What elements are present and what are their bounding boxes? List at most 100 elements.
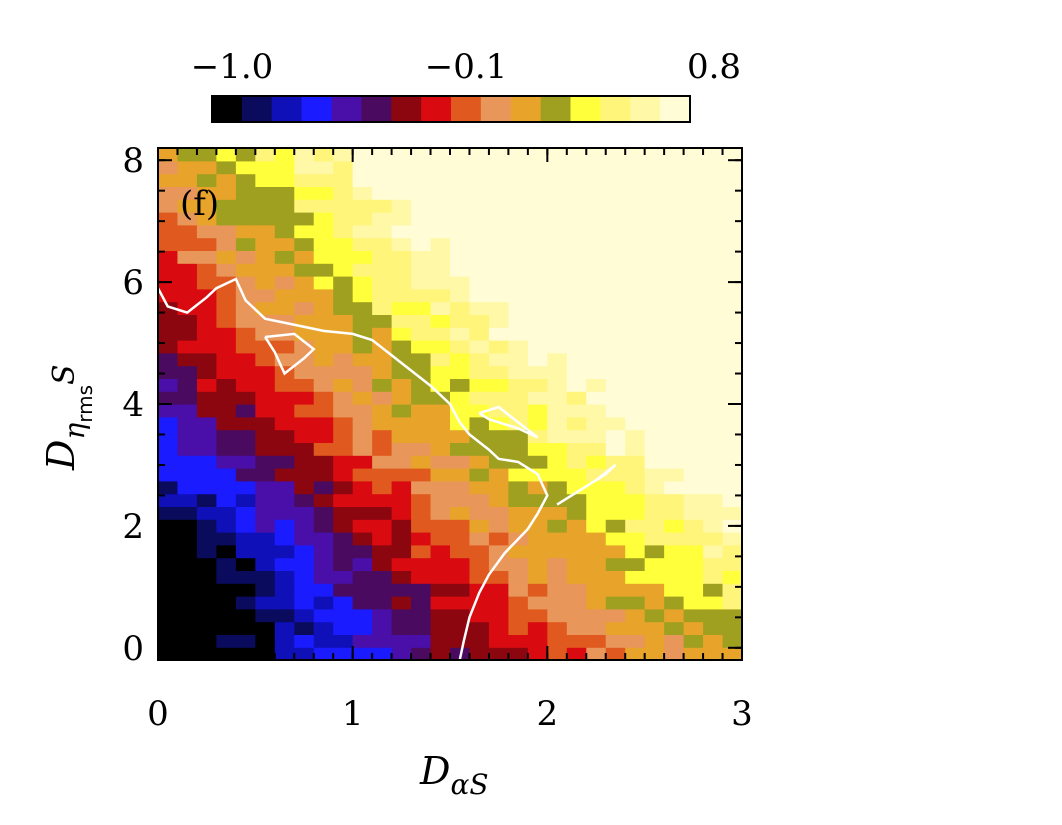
zero-contour-island bbox=[556, 463, 617, 506]
heatmap-cell bbox=[372, 237, 393, 251]
heatmap-cell bbox=[372, 519, 393, 533]
heatmap-cell bbox=[274, 301, 295, 315]
heatmap-cell bbox=[644, 480, 665, 495]
heatmap-cell bbox=[411, 480, 432, 495]
heatmap-cell bbox=[469, 647, 490, 660]
heatmap-cell bbox=[644, 160, 665, 175]
heatmap-cell bbox=[605, 442, 626, 456]
heatmap-cell bbox=[469, 378, 490, 392]
heatmap-cell bbox=[391, 557, 412, 571]
colorbar-swatch bbox=[361, 96, 392, 122]
zero-contour-line bbox=[158, 277, 549, 660]
heatmap-cell bbox=[625, 404, 646, 418]
heatmap-cell bbox=[352, 250, 373, 264]
heatmap-cell bbox=[430, 327, 451, 341]
heatmap-cell bbox=[586, 493, 607, 507]
heatmap-cell bbox=[274, 288, 295, 303]
heatmap-cell bbox=[430, 519, 451, 533]
heatmap-cell bbox=[586, 442, 607, 456]
heatmap-cell bbox=[235, 327, 256, 341]
heatmap-cell bbox=[703, 468, 724, 482]
heatmap-cell bbox=[158, 327, 179, 341]
heatmap-cell bbox=[196, 327, 217, 341]
heatmap-cell bbox=[294, 570, 315, 584]
heatmap-cell bbox=[722, 455, 742, 469]
heatmap-cell bbox=[450, 544, 471, 559]
heatmap-cell bbox=[313, 288, 334, 303]
heatmap-cell bbox=[488, 442, 509, 456]
heatmap-cell bbox=[372, 621, 393, 635]
heatmap-cell bbox=[294, 314, 315, 328]
heatmap-cell bbox=[313, 480, 334, 495]
heatmap-cell bbox=[274, 212, 295, 226]
heatmap-cell bbox=[644, 647, 665, 660]
heatmap-cell bbox=[625, 634, 646, 648]
heatmap-cell bbox=[547, 442, 568, 456]
heatmap-cell bbox=[372, 455, 393, 469]
heatmap-cell bbox=[586, 404, 607, 418]
heatmap-cell bbox=[255, 455, 276, 469]
heatmap-cell bbox=[508, 429, 529, 443]
heatmap-cell bbox=[158, 442, 179, 456]
heatmap-cell bbox=[703, 199, 724, 213]
heatmap-cell bbox=[683, 596, 704, 610]
heatmap-cell bbox=[333, 404, 354, 418]
heatmap-cell bbox=[391, 621, 412, 635]
y-tick-label: 6 bbox=[122, 263, 144, 303]
heatmap-cell bbox=[586, 224, 607, 239]
heatmap-cell bbox=[644, 608, 665, 623]
heatmap-cell bbox=[508, 327, 529, 341]
heatmap-cell bbox=[274, 429, 295, 443]
heatmap-cell bbox=[235, 199, 256, 213]
heatmap-cell bbox=[683, 621, 704, 635]
heatmap-cell bbox=[527, 544, 548, 559]
heatmap-cell bbox=[274, 404, 295, 418]
heatmap-cell bbox=[391, 647, 412, 660]
heatmap-cell bbox=[722, 340, 742, 354]
heatmap-cell bbox=[566, 391, 587, 405]
heatmap-cell bbox=[722, 288, 742, 303]
heatmap-cell bbox=[294, 288, 315, 303]
heatmap-cell bbox=[469, 416, 490, 431]
heatmap-cell bbox=[469, 186, 490, 200]
heatmap-cell bbox=[372, 608, 393, 623]
heatmap-cell bbox=[372, 263, 393, 277]
heatmap-cell bbox=[333, 352, 354, 367]
heatmap-cell bbox=[333, 455, 354, 469]
heatmap-cell bbox=[469, 365, 490, 379]
heatmap-cell bbox=[625, 480, 646, 495]
heatmap-cell bbox=[411, 250, 432, 264]
heatmap-cell bbox=[235, 173, 256, 187]
heatmap-cell bbox=[352, 596, 373, 610]
heatmap-cell bbox=[527, 224, 548, 239]
heatmap-cell bbox=[313, 532, 334, 546]
heatmap-cell bbox=[333, 519, 354, 533]
heatmap-cell bbox=[333, 276, 354, 290]
heatmap-cell bbox=[722, 314, 742, 328]
heatmap-cell bbox=[508, 378, 529, 392]
colorbar-swatch bbox=[331, 96, 362, 122]
heatmap-cell bbox=[294, 301, 315, 315]
heatmap-cell bbox=[196, 506, 217, 520]
heatmap-cell bbox=[313, 199, 334, 213]
heatmap-cell bbox=[158, 186, 179, 200]
heatmap-cell bbox=[430, 301, 451, 315]
heatmap-cell bbox=[566, 263, 587, 277]
heatmap-cell bbox=[333, 468, 354, 482]
heatmap-cell bbox=[333, 480, 354, 495]
heatmap-cell bbox=[605, 340, 626, 354]
heatmap-cell bbox=[352, 608, 373, 623]
heatmap-cell bbox=[644, 224, 665, 239]
heatmap-cell bbox=[527, 455, 548, 469]
heatmap-cell bbox=[391, 365, 412, 379]
heatmap-cell bbox=[566, 442, 587, 456]
heatmap-cell bbox=[469, 224, 490, 239]
heatmap-cell bbox=[158, 468, 179, 482]
heatmap-cell bbox=[625, 352, 646, 367]
heatmap-cell bbox=[430, 557, 451, 571]
heatmap-cell bbox=[255, 148, 276, 162]
heatmap-cell bbox=[469, 468, 490, 482]
heatmap-cell bbox=[411, 263, 432, 277]
svg-text:DηrmsS: DηrmsS bbox=[39, 364, 97, 471]
